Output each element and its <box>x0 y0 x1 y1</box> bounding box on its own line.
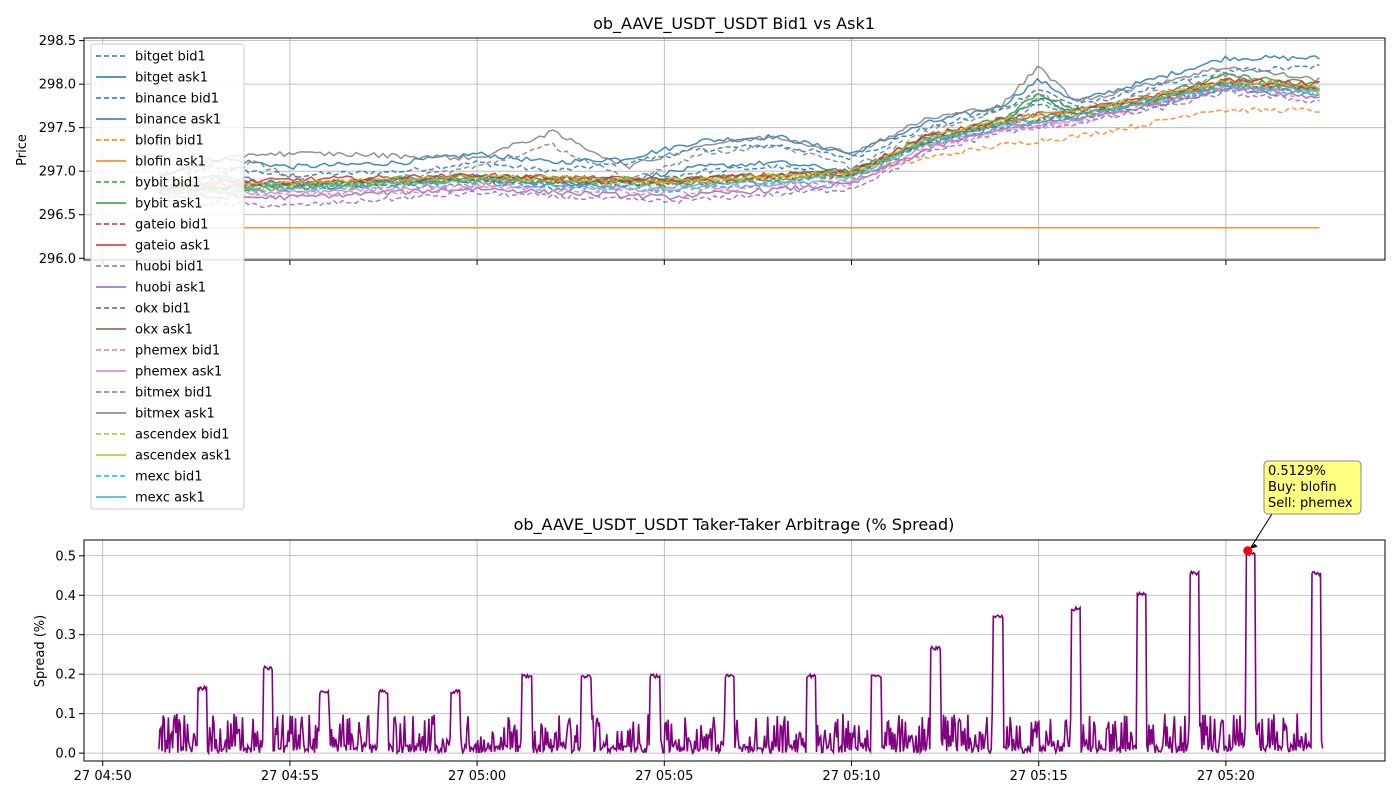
price-legend: bitget bid1 bitget ask1 binance bid1 binanc… <box>90 43 245 510</box>
legend-label: binance bid1 <box>135 92 219 107</box>
price-y-axis-label: Price <box>15 134 30 166</box>
spread-chart-title: ob_AAVE_USDT_USDT Taker-Taker Arbitrage … <box>514 515 955 535</box>
spread-y-tick-label: 0.5 <box>55 549 76 564</box>
spread-y-tick-label: 0.4 <box>55 589 76 604</box>
price-series-phemex-bid1 <box>158 86 1320 200</box>
spread-x-tick-label: 27 04:50 <box>74 769 132 784</box>
price-series-okx-ask1 <box>158 77 1320 189</box>
price-grid <box>84 38 1385 260</box>
price-y-tick-label: 296.0 <box>39 252 76 267</box>
spread-x-tick-label: 27 05:00 <box>448 769 506 784</box>
legend-label: ascendex ask1 <box>135 449 232 464</box>
price-y-tick-label: 296.5 <box>39 208 76 223</box>
spread-y-ticks: 0.0 0.1 0.2 0.3 0.4 0.5 <box>55 549 84 762</box>
spread-y-tick-label: 0.1 <box>55 707 76 722</box>
legend-label: bybit bid1 <box>135 176 200 191</box>
legend-label: phemex bid1 <box>135 344 220 359</box>
spread-series-group <box>158 550 1324 756</box>
price-y-tick-label: 297.0 <box>39 165 76 180</box>
price-y-tick-label: 298.5 <box>39 34 76 49</box>
spread-x-tick-label: 27 05:05 <box>635 769 693 784</box>
legend-label: blofin ask1 <box>135 155 206 170</box>
price-y-tick-label: 297.5 <box>39 121 76 136</box>
legend-label: gateio ask1 <box>135 239 211 254</box>
price-series-group <box>158 54 1321 229</box>
price-series-gateio-bid1 <box>158 80 1320 191</box>
price-y-ticks: 296.0 296.5 297.0 297.5 298.0 298.5 <box>39 34 84 267</box>
legend-frame <box>90 43 245 510</box>
spread-x-tick-label: 27 05:15 <box>1010 769 1068 784</box>
price-series-bitget-bid1 <box>158 64 1320 185</box>
price-chart-title: ob_AAVE_USDT_USDT Bid1 vs Ask1 <box>593 14 875 34</box>
spread-x-tick-label: 27 05:20 <box>1197 769 1255 784</box>
legend-label: bitmex ask1 <box>135 407 215 422</box>
spread-y-tick-label: 0.2 <box>55 668 76 683</box>
legend-label: phemex ask1 <box>135 365 222 380</box>
spread-axes-frame <box>83 539 1386 762</box>
legend-label: mexc bid1 <box>135 470 203 485</box>
legend-label: bitget ask1 <box>135 71 208 86</box>
legend-label: bitget bid1 <box>135 50 206 65</box>
annotation-text-line: Buy: blofin <box>1268 480 1337 495</box>
spread-y-tick-label: 0.0 <box>55 747 76 762</box>
legend-label: gateio bid1 <box>135 218 208 233</box>
annotation-arrow <box>1250 513 1273 548</box>
legend-label: mexc ask1 <box>135 491 205 506</box>
legend-label: huobi ask1 <box>135 281 206 296</box>
annotation-text-line: 0.5129% <box>1268 464 1326 479</box>
legend-label: okx bid1 <box>135 302 191 317</box>
price-series-gateio-ask1 <box>158 77 1320 188</box>
price-series-ascendex-ask1 <box>158 78 1320 190</box>
max-spread-marker <box>1243 546 1253 556</box>
annotation-text-line: Sell: phemex <box>1268 496 1353 511</box>
spread-y-tick-label: 0.3 <box>55 628 76 643</box>
legend-label: blofin bid1 <box>135 134 204 149</box>
price-series-huobi-ask1 <box>158 86 1320 201</box>
spread-x-tick-label: 27 04:55 <box>261 769 319 784</box>
spread-panel: ob_AAVE_USDT_USDT Taker-Taker Arbitrage … <box>33 460 1386 784</box>
price-panel: ob_AAVE_USDT_USDT Bid1 vs Ask1 296.0296.… <box>15 14 1386 267</box>
price-series-blofin-bid1 <box>158 106 1320 192</box>
price-y-tick-label: 298.0 <box>39 78 76 93</box>
price-series-bitmex-bid1 <box>158 72 1320 194</box>
spread-series <box>158 550 1324 756</box>
legend-label: bybit ask1 <box>135 197 203 212</box>
annotation-box <box>1263 460 1362 515</box>
price-series-bitget-ask1 <box>158 54 1320 177</box>
legend-label: bitmex bid1 <box>135 386 213 401</box>
spread-y-axis-label: Spread (%) <box>33 615 48 687</box>
legend-label: ascendex bid1 <box>135 428 229 443</box>
price-axes-frame <box>83 37 1386 261</box>
spread-x-ticks: 27 04:50 27 04:55 27 05:00 27 05:05 27 05:10… <box>74 761 1255 784</box>
price-series-mexc-bid1 <box>158 87 1320 197</box>
price-series-huobi-bid1 <box>158 89 1320 209</box>
spread-x-tick-label: 27 05:10 <box>822 769 880 784</box>
price-series-bitmex-ask1 <box>158 65 1320 176</box>
legend-label: binance ask1 <box>135 113 221 128</box>
annotation-arrowhead <box>1249 543 1258 549</box>
price-x-ticks <box>102 260 1227 265</box>
legend-label: okx ask1 <box>135 323 193 338</box>
legend-label: huobi bid1 <box>135 260 204 275</box>
price-series-mexc-ask1 <box>158 81 1320 193</box>
